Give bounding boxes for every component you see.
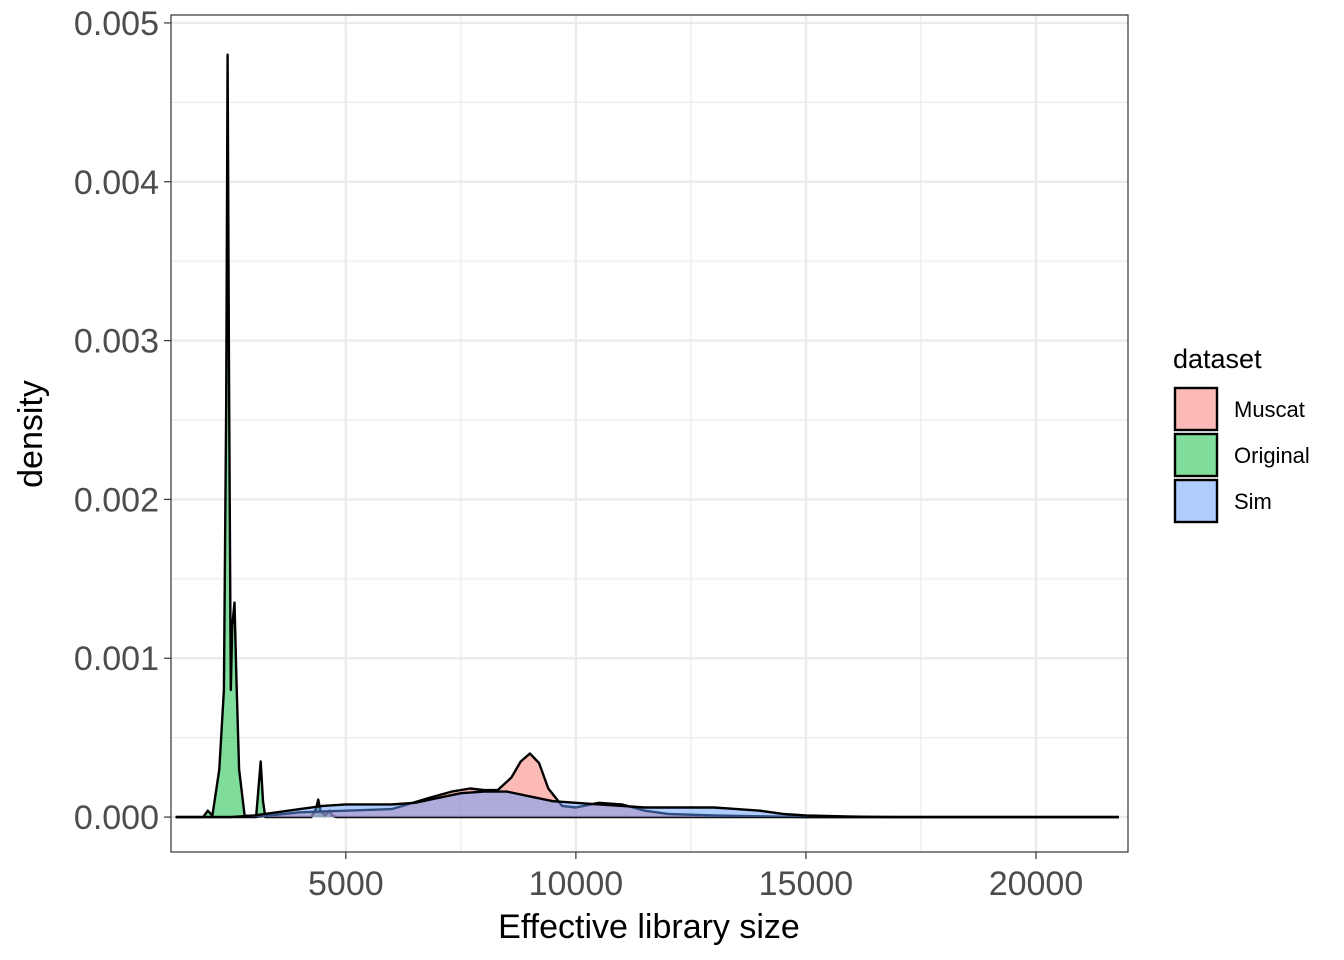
- y-tick-label: 0.003: [74, 323, 159, 361]
- major-gridlines: [171, 15, 1128, 852]
- legend-label-sim: Sim: [1234, 489, 1272, 514]
- density-areas: [175, 53, 1119, 819]
- minor-gridlines: [171, 15, 1128, 852]
- legend-label-original: Original: [1234, 443, 1310, 468]
- density-line-sim: [175, 790, 1119, 819]
- legend-key-sim: [1173, 478, 1219, 524]
- y-axis-ticks: 0.000 0.001 0.002 0.003 0.004 0.005: [74, 5, 171, 837]
- density-line-original: [175, 53, 1119, 819]
- x-tick-label: 10000: [529, 865, 624, 903]
- y-axis-title: density: [12, 380, 50, 488]
- y-tick-label: 0.002: [74, 481, 159, 519]
- y-tick-label: 0.000: [74, 799, 159, 837]
- y-tick-label: 0.005: [74, 5, 159, 43]
- legend-title: dataset: [1173, 344, 1262, 374]
- y-tick-label: 0.004: [74, 164, 159, 202]
- y-tick-label: 0.001: [74, 640, 159, 678]
- x-tick-label: 20000: [989, 865, 1084, 903]
- x-tick-label: 5000: [308, 865, 384, 903]
- density-area-sim: [175, 791, 1119, 818]
- x-tick-label: 15000: [759, 865, 854, 903]
- legend-key-muscat: [1173, 386, 1219, 432]
- legend-label-muscat: Muscat: [1234, 397, 1305, 422]
- density-area-original: [175, 54, 1119, 818]
- legend-key-original: [1173, 432, 1219, 478]
- x-axis-ticks: 5000 10000 15000 20000: [308, 852, 1083, 903]
- x-axis-title: Effective library size: [498, 908, 800, 946]
- plot-panel-border: [170, 14, 1129, 853]
- legend: dataset Muscat Original Sim: [1173, 344, 1310, 524]
